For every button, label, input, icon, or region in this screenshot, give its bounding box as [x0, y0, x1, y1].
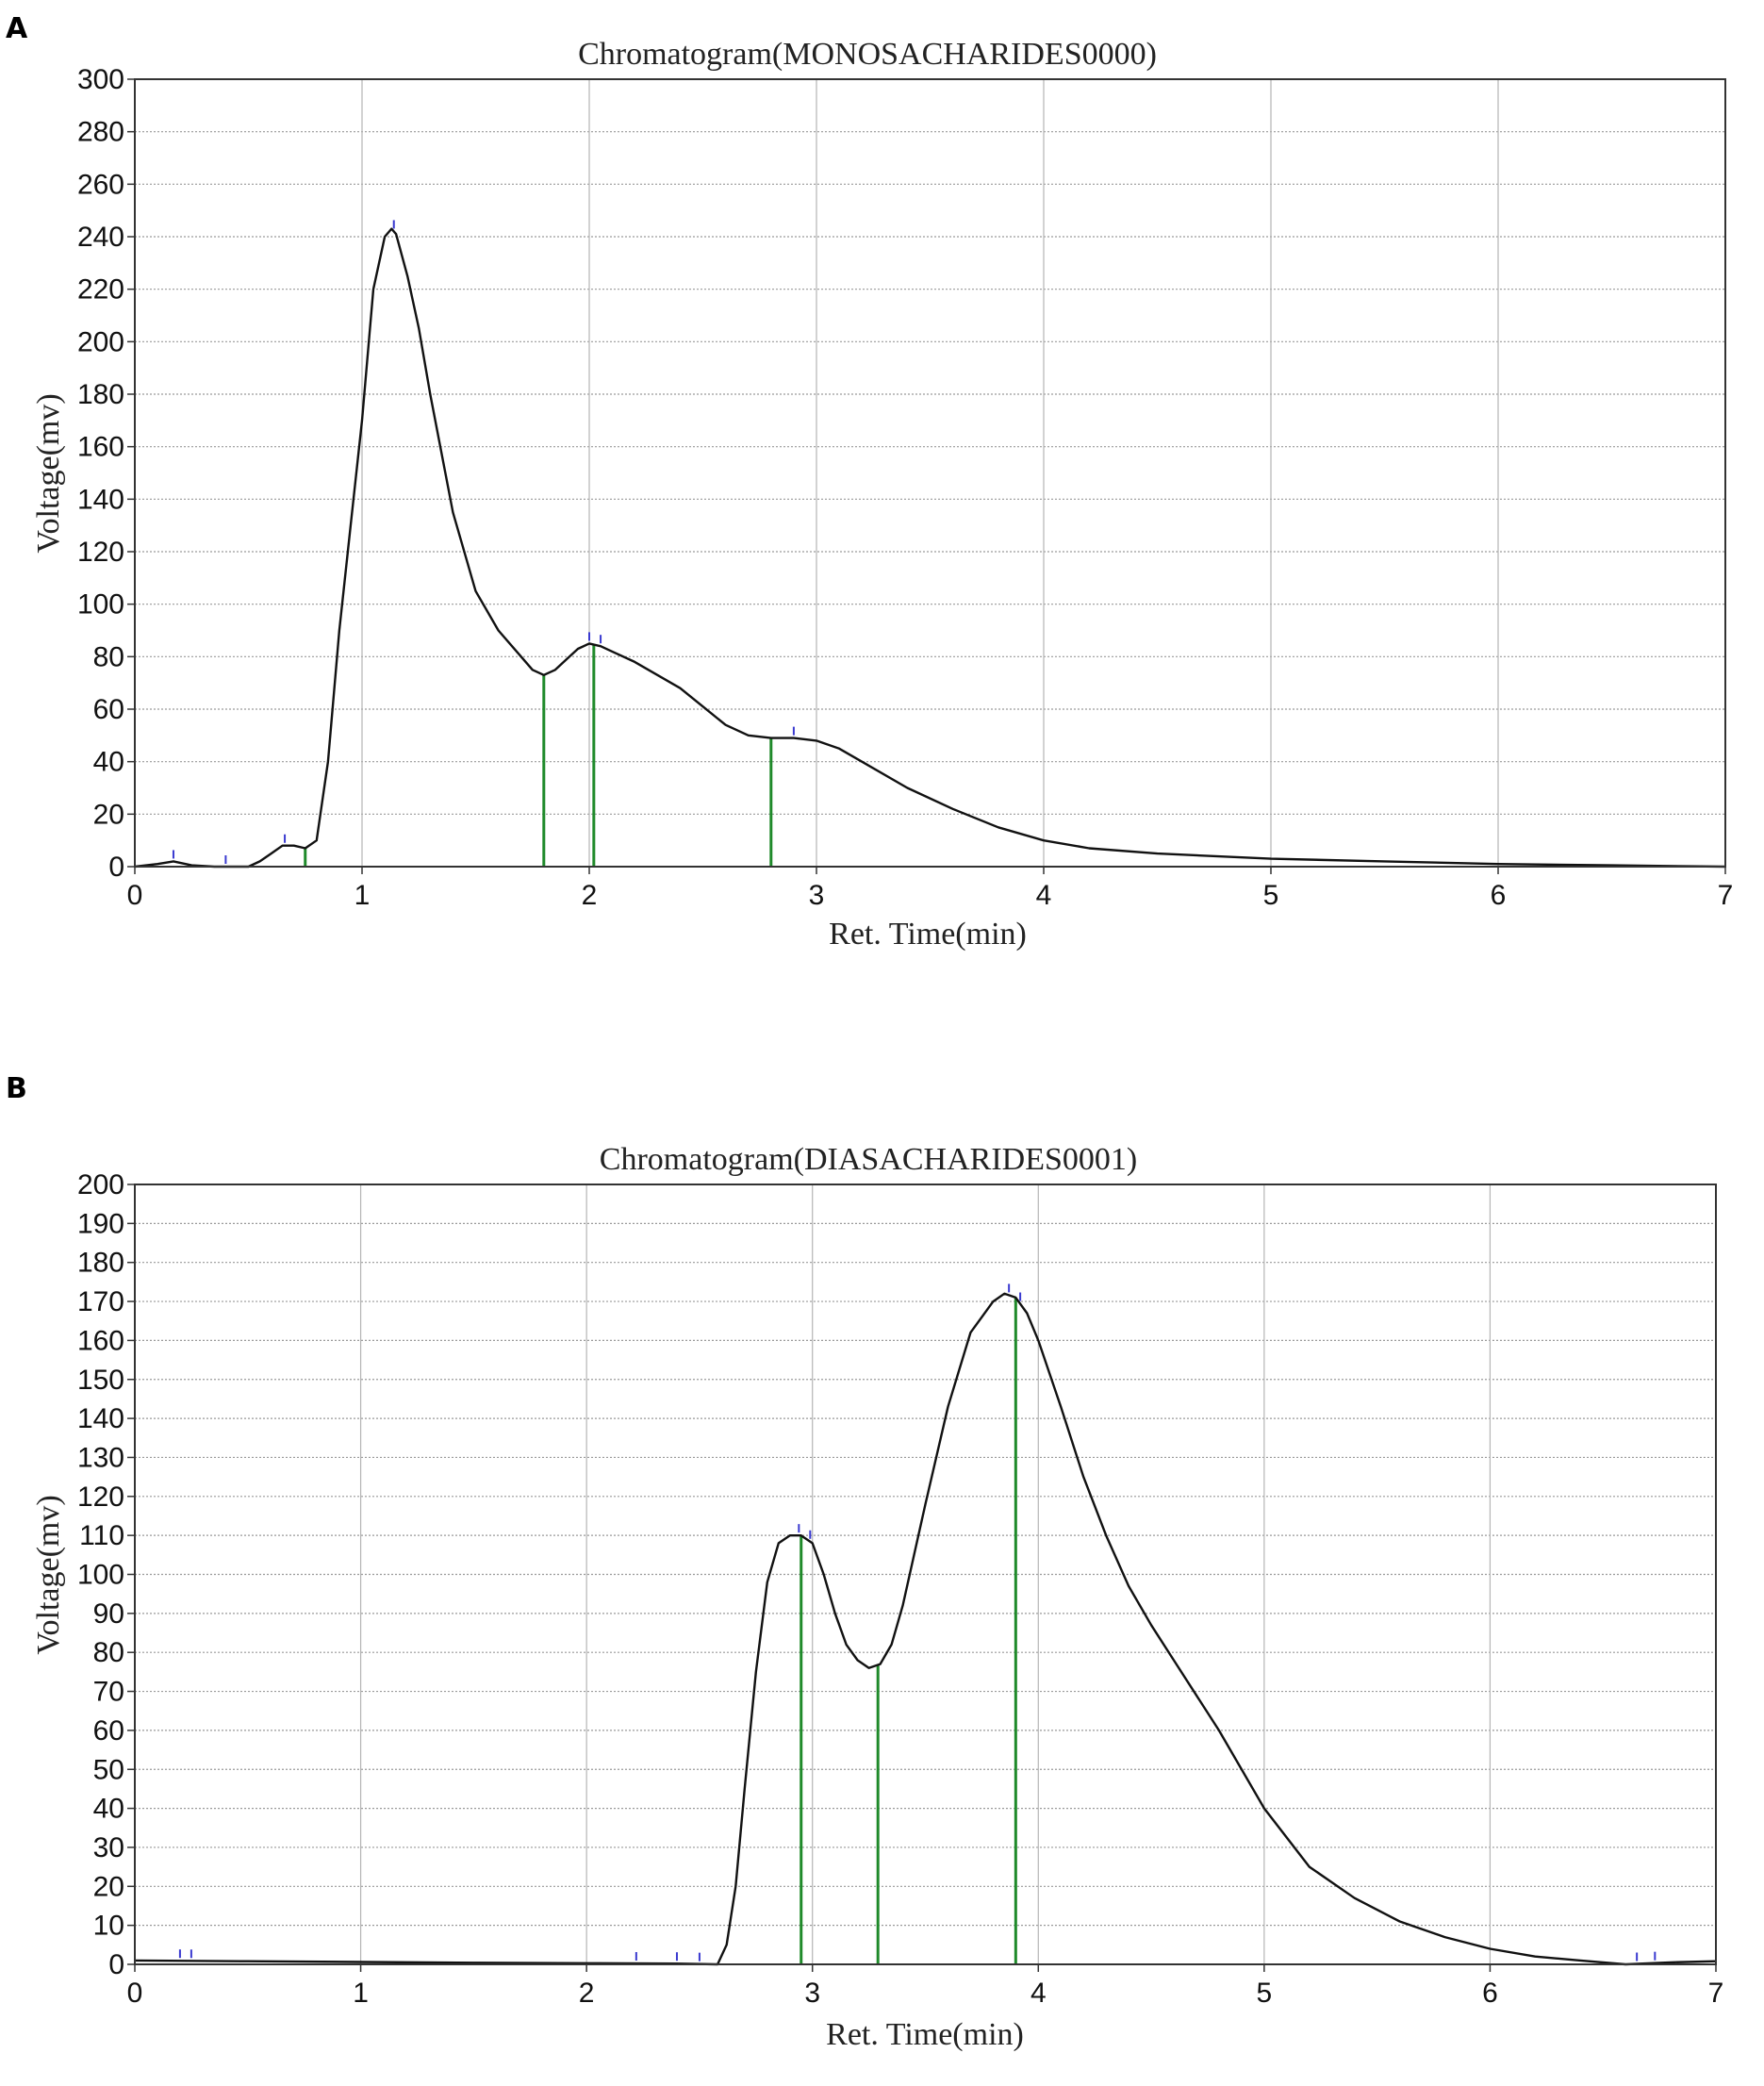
y-tick-label: 190	[77, 1208, 124, 1239]
y-tick-label: 110	[79, 1520, 124, 1551]
y-tick-label: 140	[77, 1403, 124, 1434]
y-tick-labels: 0 10 20 30 40 50 60 70 80 90 100 110 120 130 140 150 160…	[77, 1169, 135, 1980]
y-tick-label: 280	[77, 117, 124, 148]
y-tick-label: 40	[93, 1794, 124, 1825]
y-tick-label: 160	[77, 1325, 124, 1356]
y-tick-label: 90	[93, 1598, 124, 1630]
y-tick-label: 40	[93, 747, 124, 778]
x-axis-label: Ret. Time(min)	[826, 2017, 1024, 2052]
x-tick-label: 1	[353, 1978, 369, 2009]
y-tick-label: 180	[77, 1248, 124, 1279]
y-tick-label: 20	[93, 1871, 124, 1902]
y-tick-label: 60	[93, 694, 124, 725]
y-tick-label: 260	[77, 169, 124, 200]
y-tick-label: 150	[77, 1365, 124, 1396]
x-tick-label: 5	[1263, 880, 1279, 911]
plot-frame	[134, 78, 1726, 868]
y-tick-label: 60	[93, 1715, 124, 1747]
x-tick-label: 3	[809, 880, 825, 911]
x-tick-label: 0	[127, 880, 143, 911]
x-tick-labels: 0 1 2 3 4 5 6 7	[127, 1964, 1724, 2009]
y-tick-label: 200	[77, 1169, 124, 1200]
x-tick-label: 3	[804, 1978, 820, 2009]
y-tick-label: 180	[77, 379, 124, 410]
y-tick-labels: 0 20 40 60 80 100 120 140 160 180 200 220 240 260 280 3…	[77, 64, 135, 883]
y-tick-label: 200	[77, 326, 124, 357]
y-tick-label: 220	[77, 274, 124, 306]
chart-panel-b: B Chromatogram(DIASACHARIDES0001) 010203…	[6, 1072, 1723, 2052]
x-tick-label: 2	[579, 1978, 595, 2009]
y-tick-label: 20	[93, 799, 124, 830]
panel-letter: A	[6, 12, 28, 45]
y-tick-label: 120	[77, 1482, 124, 1513]
y-axis-label: Voltage(mv)	[31, 393, 66, 553]
y-tick-label: 240	[77, 222, 124, 253]
x-tick-labels: 0 1 2 3 4 5 6 7	[127, 867, 1734, 911]
x-tick-label: 4	[1030, 1978, 1047, 2009]
grid	[135, 1184, 1716, 1964]
y-axis-label: Voltage(mv)	[31, 1495, 66, 1654]
x-tick-label: 6	[1482, 1978, 1498, 2009]
plot-marks	[134, 1283, 1717, 1966]
y-tick-label: 80	[93, 1637, 124, 1668]
y-tick-label: 30	[93, 1832, 124, 1863]
x-tick-label: 1	[354, 880, 371, 911]
y-tick-label: 0	[108, 1949, 124, 1980]
y-tick-label: 140	[77, 484, 124, 515]
chromatogram-trace	[134, 1292, 1717, 1966]
chart-title: Chromatogram(DIASACHARIDES0001)	[600, 1142, 1137, 1177]
x-tick-label: 4	[1036, 880, 1052, 911]
y-tick-label: 100	[77, 589, 124, 621]
y-tick-label: 130	[77, 1442, 124, 1473]
x-tick-label: 2	[582, 880, 598, 911]
y-tick-label: 120	[77, 537, 124, 568]
y-tick-label: 80	[93, 641, 124, 672]
x-tick-label: 7	[1718, 880, 1734, 911]
y-tick-label: 0	[108, 852, 124, 883]
y-tick-label: 50	[93, 1754, 124, 1785]
chromatogram-trace	[134, 227, 1726, 869]
x-axis-label: Ret. Time(min)	[829, 917, 1027, 952]
y-tick-label: 160	[77, 432, 124, 463]
plot-marks	[134, 220, 1726, 869]
x-tick-label: 6	[1491, 880, 1507, 911]
x-tick-label: 7	[1708, 1978, 1724, 2009]
x-tick-label: 5	[1257, 1978, 1273, 2009]
x-tick-label: 0	[127, 1978, 143, 2009]
y-tick-label: 100	[77, 1560, 124, 1591]
chart-title: Chromatogram(MONOSACHARIDES0000)	[578, 37, 1157, 72]
y-tick-label: 300	[77, 64, 124, 95]
y-tick-label: 170	[77, 1286, 124, 1317]
chart-panel-a: A Chromatogram(MONOSACHARIDES0000) 02040…	[6, 12, 1733, 952]
y-tick-label: 10	[93, 1911, 124, 1942]
panel-letter: B	[6, 1072, 27, 1105]
y-tick-label: 70	[93, 1677, 124, 1708]
grid	[135, 79, 1725, 867]
